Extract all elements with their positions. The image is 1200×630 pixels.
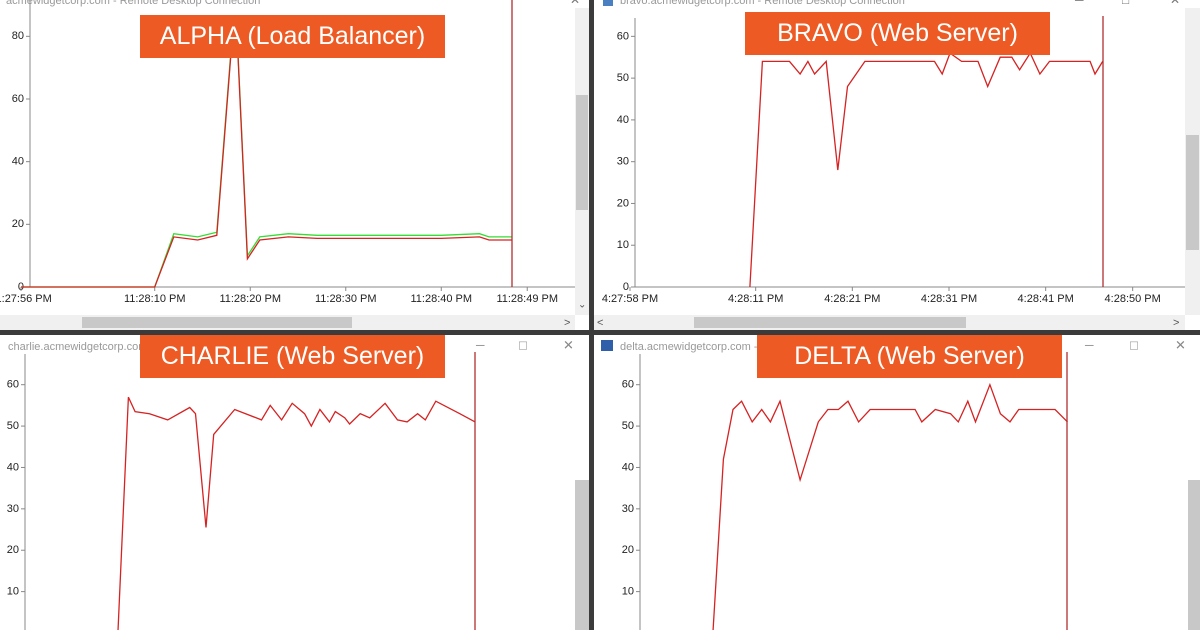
close-button[interactable]: ✕ [1170,0,1180,7]
chart-title: DELTA (Web Server) [794,342,1025,370]
scroll-thumb[interactable] [576,95,588,210]
scroll-arrow[interactable]: > [1173,317,1179,329]
window-title: acmewidgetcorp.com - Remote Desktop Conn… [6,0,260,7]
y-tick-label: 10 [622,586,634,598]
window-border [0,330,1200,335]
close-button[interactable]: ✕ [570,0,580,7]
data-line [21,51,512,288]
y-tick-label: 40 [622,461,634,473]
app-icon [603,0,613,6]
y-tick-label: 30 [7,503,19,515]
scroll-thumb[interactable] [575,480,589,630]
data-line [117,396,476,630]
y-tick-label: 50 [617,72,629,84]
y-tick-label: 0 [18,281,24,293]
app-icon [601,340,613,351]
y-tick-label: 80 [12,30,24,42]
y-tick-label: 20 [622,544,634,556]
y-tick-label: 40 [617,114,629,126]
window-title: bravo.acmewidgetcorp.com - Remote Deskto… [620,0,905,7]
maximize-button[interactable]: □ [1130,337,1138,352]
scroll-thumb[interactable] [82,317,352,328]
title-banner [757,335,1062,378]
y-tick-label: 10 [617,239,629,251]
y-tick-label: 40 [12,156,24,168]
x-tick-label: 4:28:21 PM [824,293,880,305]
window-border [589,0,594,630]
x-tick-label: 11:28:10 PM [124,293,186,305]
y-tick-label: 40 [7,461,19,473]
y-tick-label: 50 [622,420,634,432]
title-banner [140,15,445,58]
minimize-button[interactable]: ─ [1074,0,1084,7]
scroll-thumb[interactable] [694,317,966,328]
y-tick-label: 50 [7,420,19,432]
y-tick-label: 30 [617,156,629,168]
window-title: delta.acmewidgetcorp.com - [620,341,758,353]
minimize-button[interactable]: ─ [1084,338,1094,352]
x-tick-label: 4:28:11 PM [728,293,783,305]
x-tick-label: 4:28:31 PM [921,293,977,305]
title-banner [140,335,445,378]
maximize-button[interactable]: □ [1122,0,1129,7]
close-button[interactable]: ✕ [1175,337,1186,352]
y-tick-label: 10 [7,586,19,598]
y-tick-label: 30 [622,503,634,515]
y-tick-label: 60 [7,379,19,391]
scroll-arrow[interactable]: ⌄ [578,300,586,311]
data-line [712,382,1068,630]
y-tick-label: 60 [617,30,629,42]
y-tick-label: 20 [12,218,24,230]
scroll-thumb[interactable] [1188,480,1200,630]
scroll-arrow[interactable]: < [597,317,603,329]
x-tick-label: 11:28:40 PM [410,293,472,305]
x-tick-label: 4:27:58 PM [602,293,658,305]
y-tick-label: 60 [12,93,24,105]
maximize-button[interactable]: □ [519,337,527,352]
scroll-arrow[interactable]: > [564,317,570,329]
title-bar [0,0,590,8]
x-tick-label: 11:28:20 PM [219,293,281,305]
window-title: charlie.acmewidgetcorp.com - [8,341,154,353]
chart-title: CHARLIE (Web Server) [161,342,425,370]
title-banner [745,12,1050,55]
scroll-thumb[interactable] [1186,135,1199,250]
y-tick-label: 20 [7,544,19,556]
x-tick-label: 11:28:49 PM [496,293,558,305]
close-button[interactable]: ✕ [563,337,574,352]
y-tick-label: 60 [622,379,634,391]
x-tick-label: 11:27:56 PM [0,293,52,305]
chart-title: BRAVO (Web Server) [777,19,1018,47]
y-tick-label: 0 [623,281,629,293]
y-tick-label: 20 [617,197,629,209]
x-tick-label: 4:28:50 PM [1105,293,1161,305]
data-line [21,48,512,288]
chart-title: ALPHA (Load Balancer) [160,22,425,50]
minimize-button[interactable]: ─ [475,338,485,352]
x-tick-label: 4:28:41 PM [1018,293,1074,305]
x-tick-label: 11:28:30 PM [315,293,377,305]
